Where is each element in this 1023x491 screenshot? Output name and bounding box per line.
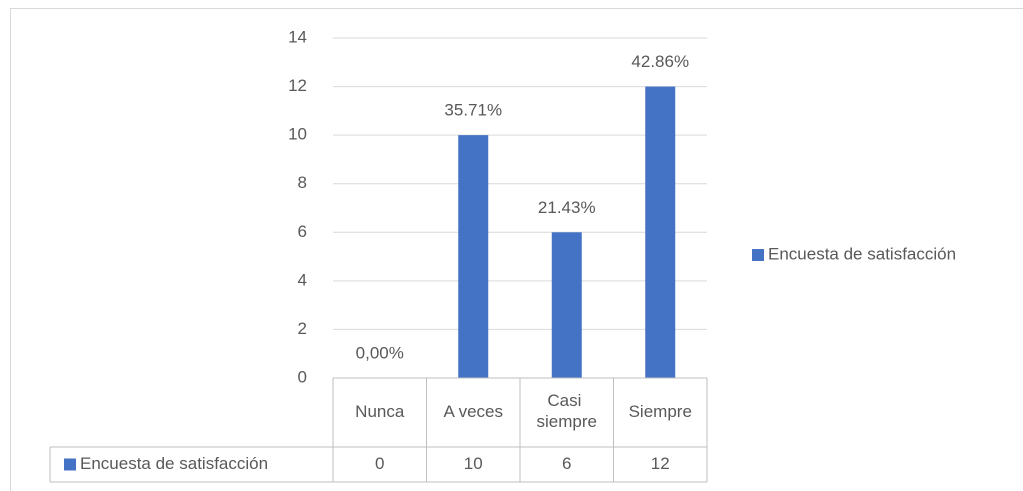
y-tick-label: 4 (298, 270, 307, 289)
y-tick-label: 14 (288, 27, 307, 46)
x-tick-label: A veces (443, 402, 503, 421)
table-legend-key (64, 458, 76, 471)
data-label: 35.71% (444, 101, 502, 120)
y-tick-label: 10 (288, 125, 307, 144)
table-value: 6 (562, 454, 571, 473)
bar (458, 135, 489, 378)
y-tick-label: 2 (298, 319, 307, 338)
x-tick-label: Nunca (355, 402, 405, 421)
x-tick-label: Casi siempre (537, 391, 597, 431)
data-label: 0,00% (356, 343, 404, 362)
legend-key (752, 249, 764, 261)
data-label: 42.86% (631, 52, 689, 71)
data-label: 21.43% (538, 198, 596, 217)
bar (645, 86, 676, 379)
legend-label: Encuesta de satisfacción (768, 244, 956, 263)
table-series-name: Encuesta de satisfacción (80, 454, 268, 473)
table-value: 10 (464, 454, 483, 473)
bar (551, 232, 582, 378)
y-tick-label: 12 (288, 76, 307, 95)
x-tick-label: Siempre (629, 402, 692, 421)
y-tick-label: 0 (298, 367, 307, 386)
y-tick-label: 6 (298, 222, 307, 241)
table-value: 0 (375, 454, 384, 473)
y-tick-label: 8 (298, 173, 307, 192)
chart-frame (10, 8, 1023, 491)
table-value: 12 (651, 454, 670, 473)
